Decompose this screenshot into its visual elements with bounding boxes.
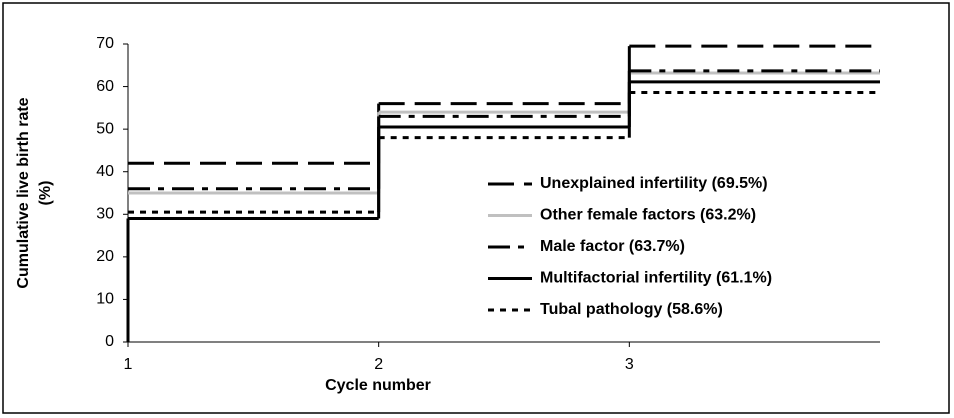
legend-label: Tubal pathology (58.6%) xyxy=(540,301,723,318)
y-axis-title: Cumulative live birth rate xyxy=(15,97,32,288)
y-tick-label: 60 xyxy=(96,78,114,95)
x-tick-label: 2 xyxy=(374,356,383,373)
x-axis-title: Cycle number xyxy=(325,377,431,394)
y-tick-label: 40 xyxy=(96,163,114,180)
chart-border xyxy=(2,2,950,414)
y-tick-label: 20 xyxy=(96,248,114,265)
y-tick-label: 10 xyxy=(96,291,114,308)
legend-label: Other female factors (63.2%) xyxy=(540,207,756,224)
legend-label: Unexplained infertility (69.5%) xyxy=(540,175,768,192)
y-tick-label: 50 xyxy=(96,120,114,137)
y-tick-label: 30 xyxy=(96,206,114,223)
legend-label: Multifactorial infertility (61.1%) xyxy=(540,270,772,287)
x-tick-label: 1 xyxy=(124,356,133,373)
y-axis-title: (%) xyxy=(37,181,54,206)
x-tick-label: 3 xyxy=(625,356,634,373)
y-tick-label: 70 xyxy=(96,35,114,52)
legend-label: Male factor (63.7%) xyxy=(540,238,685,255)
y-tick-label: 0 xyxy=(105,333,114,350)
